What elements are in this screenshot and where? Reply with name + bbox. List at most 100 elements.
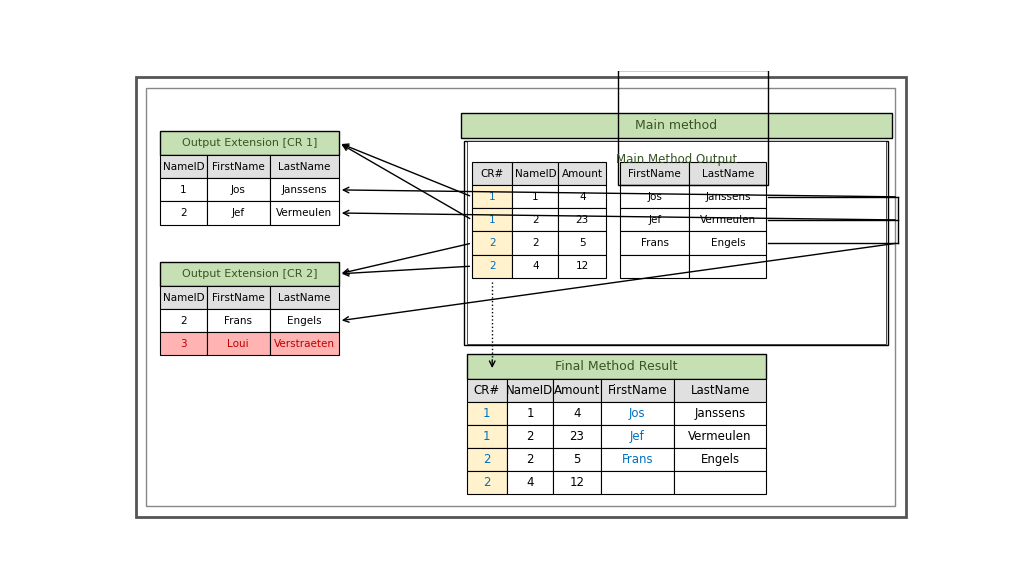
Text: 1: 1 xyxy=(489,192,496,202)
Bar xyxy=(507,425,553,448)
Bar xyxy=(464,141,888,345)
Text: 12: 12 xyxy=(576,261,589,271)
Text: 2: 2 xyxy=(180,316,187,326)
Bar xyxy=(269,309,339,332)
Bar xyxy=(206,332,269,356)
Bar xyxy=(269,202,339,225)
Bar xyxy=(466,402,507,425)
Bar xyxy=(161,131,339,155)
Text: 4: 4 xyxy=(579,192,585,202)
Bar xyxy=(466,354,766,379)
Text: Jos: Jos xyxy=(231,185,246,195)
Bar xyxy=(161,202,206,225)
Text: 2: 2 xyxy=(489,238,496,248)
Text: Jef: Jef xyxy=(630,430,645,443)
Text: NameID: NameID xyxy=(163,162,204,172)
Bar xyxy=(507,448,553,471)
Text: 2: 2 xyxy=(532,215,538,225)
Text: Final Method Result: Final Method Result xyxy=(556,360,678,373)
Bar xyxy=(600,448,674,471)
Text: 5: 5 xyxy=(573,453,580,466)
Bar xyxy=(206,309,269,332)
Bar xyxy=(553,471,600,494)
Text: 4: 4 xyxy=(573,407,581,420)
Bar xyxy=(600,471,674,494)
Text: Janssens: Janssens xyxy=(705,192,751,202)
Bar xyxy=(553,379,600,402)
Bar xyxy=(559,208,607,232)
Text: Vermeulen: Vermeulen xyxy=(276,208,332,218)
Text: Janssens: Janssens xyxy=(695,407,746,420)
Text: 1: 1 xyxy=(483,407,491,420)
Bar xyxy=(600,425,674,448)
Text: NameID: NameID xyxy=(506,383,554,397)
Bar xyxy=(512,162,559,185)
Bar xyxy=(620,255,689,278)
Bar xyxy=(466,141,886,344)
Text: FirstName: FirstName xyxy=(211,162,264,172)
Text: LastName: LastName xyxy=(691,383,750,397)
Text: 2: 2 xyxy=(489,261,496,271)
Text: 3: 3 xyxy=(180,339,187,349)
Bar xyxy=(619,70,768,185)
Bar xyxy=(206,178,269,202)
Text: Engels: Engels xyxy=(701,453,740,466)
Bar xyxy=(206,155,269,178)
Text: Janssens: Janssens xyxy=(281,185,327,195)
Text: Verstraeten: Verstraeten xyxy=(274,339,335,349)
Bar xyxy=(269,332,339,356)
Text: Engels: Engels xyxy=(287,316,322,326)
Bar xyxy=(620,232,689,255)
Bar xyxy=(507,471,553,494)
Bar xyxy=(512,185,559,208)
Bar xyxy=(161,286,206,309)
Bar xyxy=(472,185,512,208)
Bar xyxy=(559,232,607,255)
Bar xyxy=(161,155,206,178)
Text: Main Method Output: Main Method Output xyxy=(616,153,737,166)
Text: Frans: Frans xyxy=(641,238,669,248)
Text: Output Extension [CR 2]: Output Extension [CR 2] xyxy=(182,269,317,279)
Text: 1: 1 xyxy=(532,192,538,202)
Text: NameID: NameID xyxy=(163,293,204,303)
Text: 4: 4 xyxy=(532,261,538,271)
Bar xyxy=(206,286,269,309)
Bar xyxy=(512,208,559,232)
Text: 2: 2 xyxy=(483,476,491,489)
Bar xyxy=(507,402,553,425)
Text: FirstName: FirstName xyxy=(211,293,264,303)
Bar xyxy=(600,379,674,402)
Text: Vermeulen: Vermeulen xyxy=(700,215,756,225)
Text: Frans: Frans xyxy=(622,453,653,466)
Bar xyxy=(559,255,607,278)
Text: Amount: Amount xyxy=(562,169,602,179)
Bar xyxy=(553,425,600,448)
Bar xyxy=(620,162,689,185)
Bar xyxy=(161,262,339,286)
Bar xyxy=(689,255,766,278)
Text: 5: 5 xyxy=(579,238,585,248)
Text: Jos: Jos xyxy=(647,192,662,202)
Text: CR#: CR# xyxy=(481,169,504,179)
Text: LastName: LastName xyxy=(702,169,754,179)
Text: Vermeulen: Vermeulen xyxy=(689,430,752,443)
Text: 23: 23 xyxy=(570,430,584,443)
Text: 1: 1 xyxy=(489,215,496,225)
Bar xyxy=(161,332,206,356)
Bar xyxy=(466,425,507,448)
Text: Jef: Jef xyxy=(648,215,661,225)
Text: LastName: LastName xyxy=(278,162,330,172)
Bar xyxy=(472,255,512,278)
Text: 12: 12 xyxy=(569,476,584,489)
Text: Jos: Jos xyxy=(629,407,645,420)
Text: Amount: Amount xyxy=(554,383,600,397)
Text: FirstName: FirstName xyxy=(608,383,668,397)
Bar xyxy=(689,208,766,232)
Bar xyxy=(161,178,206,202)
Bar xyxy=(161,309,206,332)
Bar xyxy=(472,232,512,255)
Bar xyxy=(674,448,766,471)
Text: 1: 1 xyxy=(180,185,187,195)
Bar xyxy=(466,471,507,494)
Bar xyxy=(620,208,689,232)
